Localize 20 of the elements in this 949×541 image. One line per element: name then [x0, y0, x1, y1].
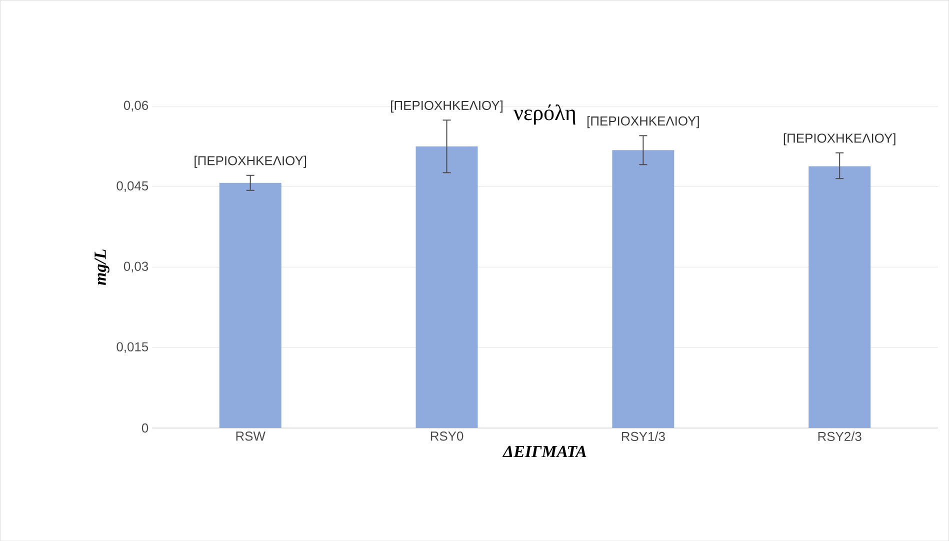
chart-title: νερόλη [514, 104, 576, 125]
x-tick-label: RSY1/3 [622, 431, 665, 441]
y-tick-label: 0,015 [116, 342, 148, 353]
data-label: [ΠΕΡΙΟΧΗΚΕΛΙΟΥ] [391, 100, 502, 113]
y-tick-label: 0,03 [124, 262, 148, 272]
x-axis-title: ΔΕΙΓΜΑΤΑ [502, 446, 586, 457]
y-tick-label: 0 [142, 423, 148, 433]
y-tick-label: 0,045 [116, 181, 148, 192]
y-axis-title: mg/L [94, 249, 110, 286]
x-tick-label: RSW [236, 431, 266, 441]
x-tick-label: RSY2/3 [818, 431, 862, 441]
data-label: [ΠΕΡΙΟΧΗΚΕΛΙΟΥ] [587, 116, 699, 128]
bar [612, 150, 674, 428]
bar [219, 182, 282, 428]
bar [808, 166, 871, 428]
bar [416, 146, 478, 428]
y-tick-label: 0,06 [124, 100, 148, 112]
x-tick-label: RSY0 [430, 431, 464, 441]
data-label: [ΠΕΡΙΟΧΗΚΕΛΙΟΥ] [194, 156, 306, 168]
data-label: [ΠΕΡΙΟΧΗΚΕΛΙΟΥ] [784, 133, 896, 146]
